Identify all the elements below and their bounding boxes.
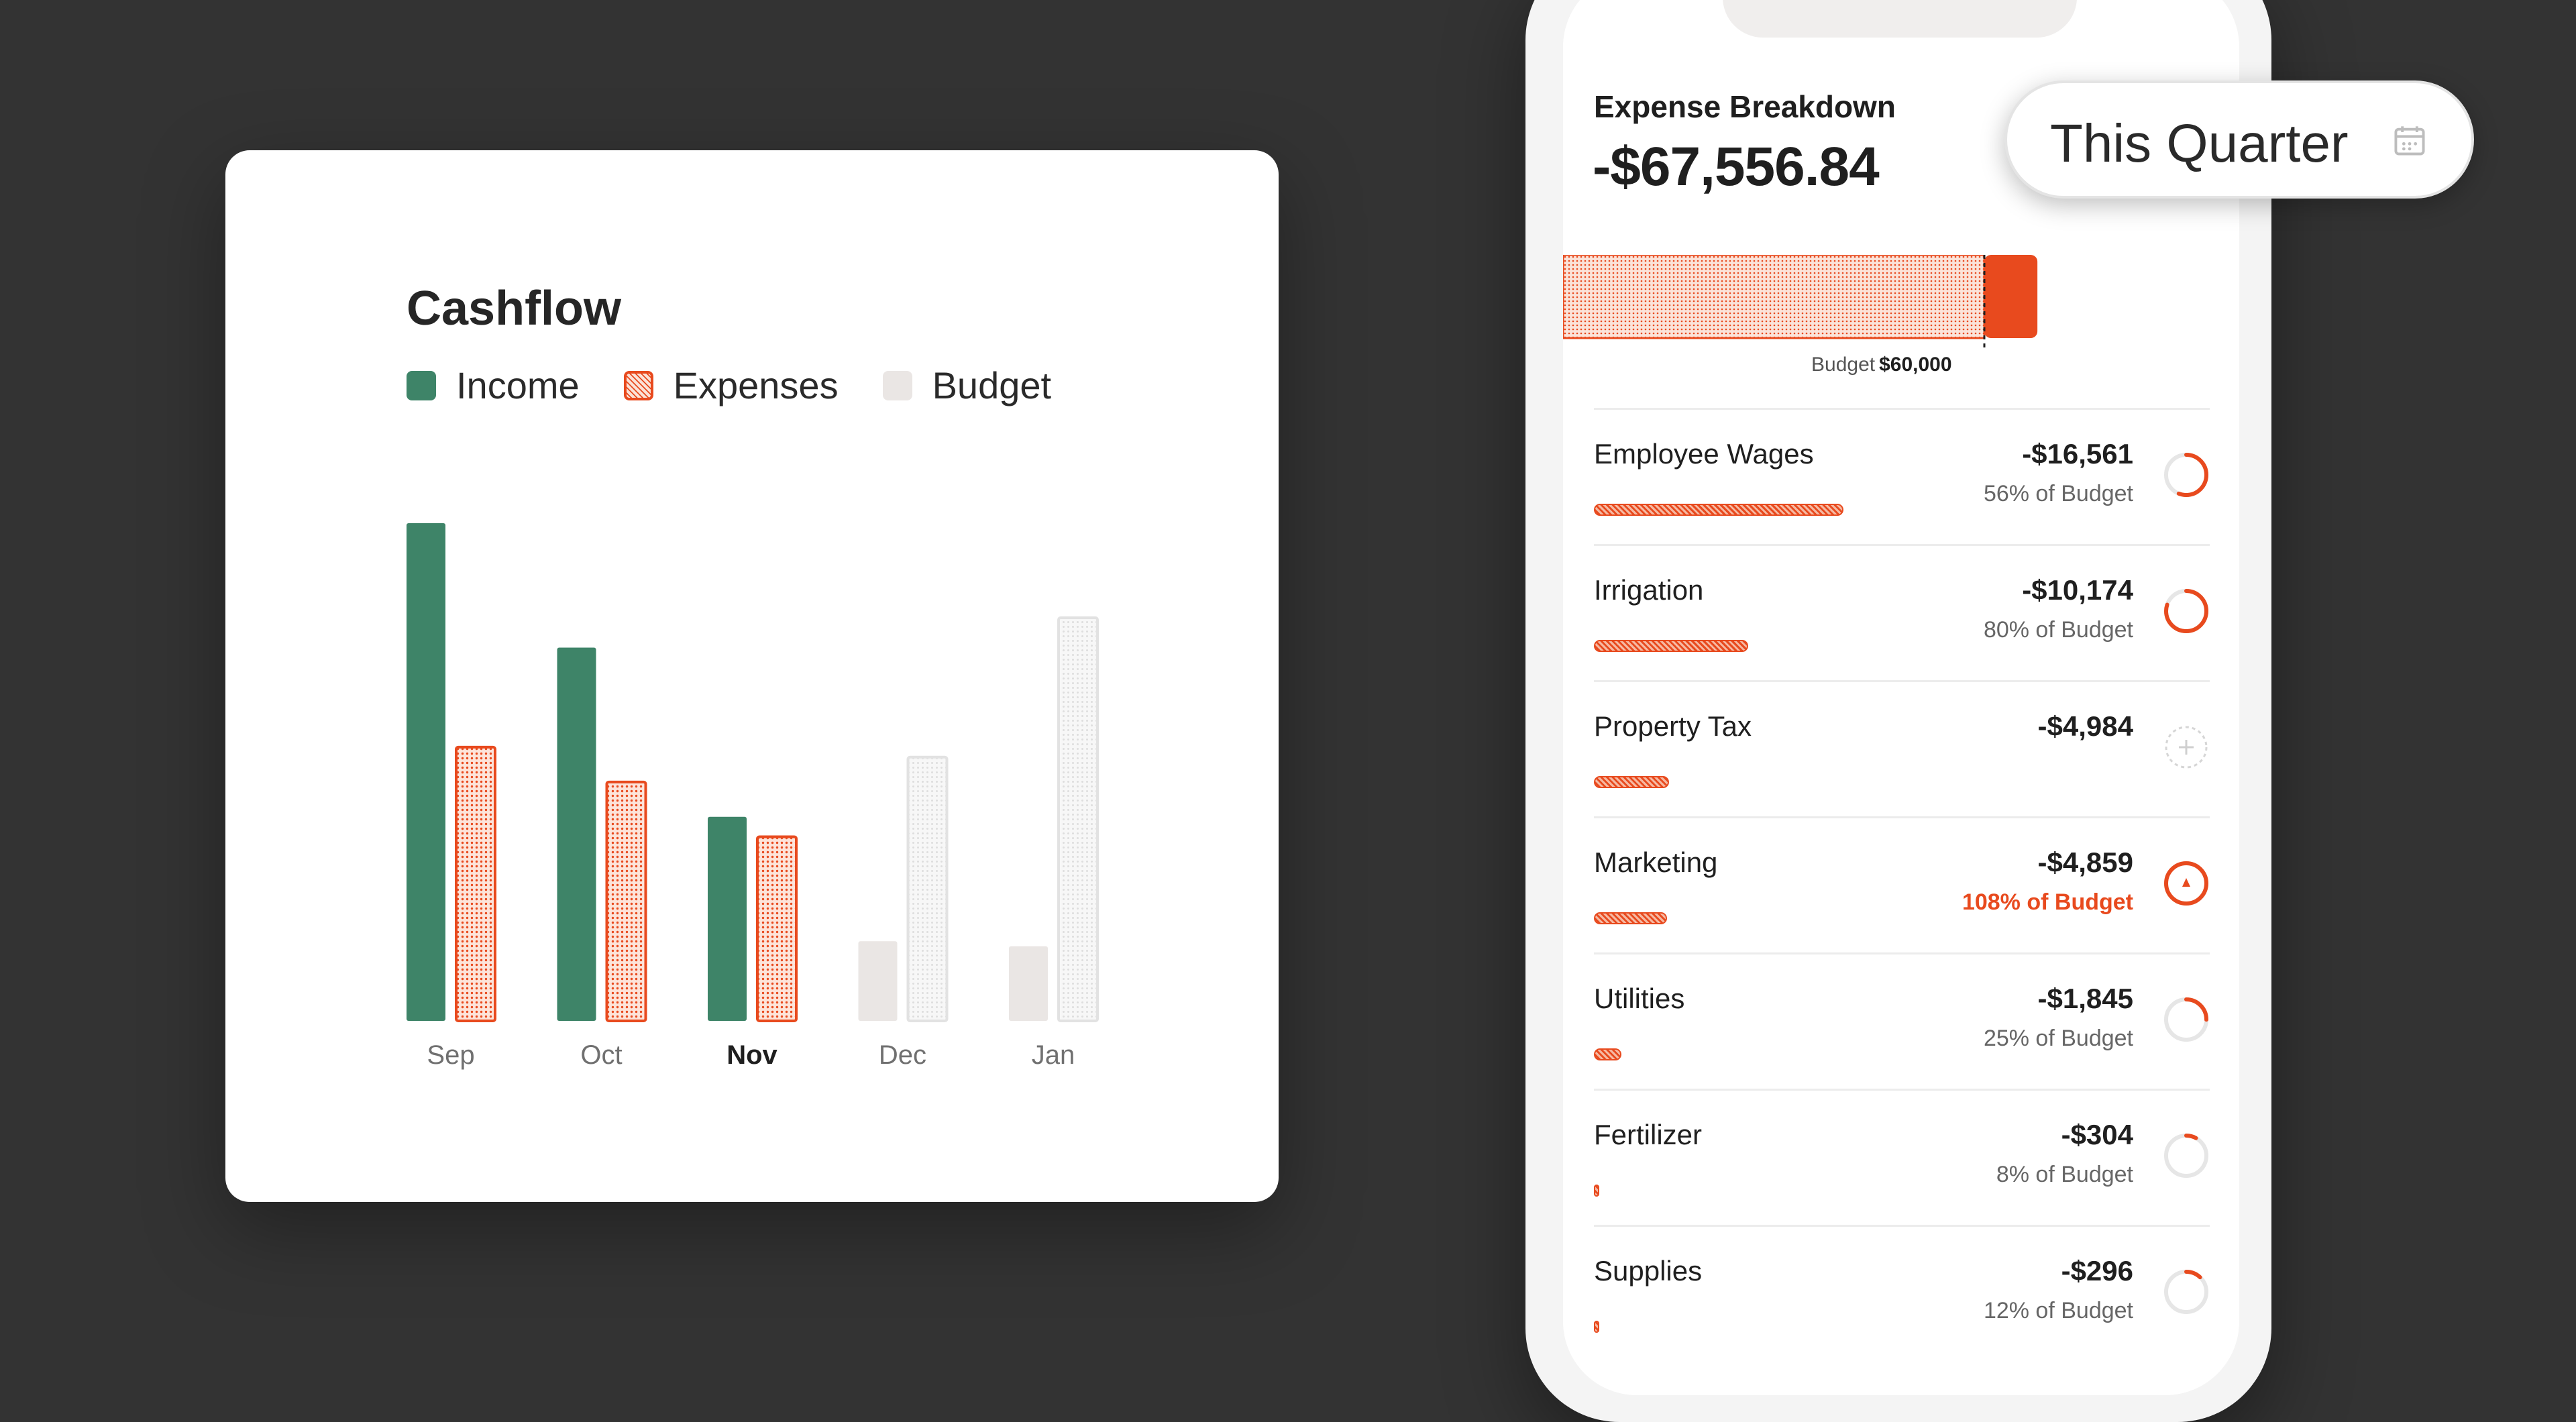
- legend-income[interactable]: Income: [407, 364, 580, 407]
- expense-row[interactable]: Property Tax -$4,984: [1594, 680, 2210, 816]
- expense-bar: [1594, 776, 1670, 788]
- calendar-icon: [2394, 126, 2425, 156]
- cashflow-card: Cashflow Income Expenses Budget Sep Oct N: [225, 150, 1279, 1202]
- budget-caption: Budget $60,000: [1811, 353, 1952, 376]
- expense-amount: -$16,561: [2022, 438, 2133, 470]
- expense-name: Marketing: [1594, 846, 1718, 878]
- legend-budget-label: Budget: [932, 364, 1052, 406]
- expense-name: Supplies: [1594, 1255, 1703, 1287]
- x-tick-dec: Dec: [879, 1040, 926, 1070]
- expense-bar: [1594, 912, 1668, 924]
- bar-income-sep[interactable]: [407, 523, 445, 1021]
- chart-legend: Income Expenses Budget: [407, 364, 1095, 407]
- expense-bar: [1594, 1321, 1599, 1333]
- expense-total: -$67,556.84: [1593, 136, 1880, 197]
- expense-bar: [1594, 1185, 1599, 1197]
- legend-budget-swatch: [882, 370, 912, 400]
- bar-budget-dec[interactable]: [906, 755, 949, 1022]
- expense-list: Employee Wages -$16,561 56% of Budget Irrig…: [1594, 408, 2210, 1361]
- expense-bar: [1594, 504, 1844, 516]
- bar-income-oct[interactable]: [557, 647, 596, 1022]
- add-budget-icon[interactable]: [2163, 724, 2210, 771]
- expense-row[interactable]: Employee Wages -$16,561 56% of Budget: [1594, 408, 2210, 544]
- expense-name: Employee Wages: [1594, 438, 1814, 470]
- budget-progress-ring-icon: [2164, 997, 2208, 1042]
- cashflow-chart: Sep Oct Nov Dec Jan: [407, 523, 1099, 1070]
- expense-row[interactable]: Irrigation -$10,174 80% of Budget: [1594, 544, 2210, 680]
- period-picker-label: This Quarter: [2050, 113, 2349, 173]
- expense-bar: [1594, 1048, 1622, 1060]
- expense-budget-percent: 56% of Budget: [1983, 481, 2133, 506]
- x-tick-oct: Oct: [580, 1040, 622, 1070]
- expense-row[interactable]: Utilities -$1,845 25% of Budget: [1594, 952, 2210, 1089]
- expense-amount: -$4,984: [2037, 710, 2133, 742]
- expense-amount: -$304: [2061, 1119, 2133, 1150]
- bar-expenses-sep[interactable]: [455, 745, 496, 1023]
- phone-notch: [1723, 0, 2077, 38]
- budget-progress-ring-icon: [2164, 589, 2208, 633]
- over-budget-ring-icon: [2164, 861, 2208, 906]
- expense-row[interactable]: Supplies -$296 12% of Budget: [1594, 1225, 2210, 1361]
- expense-amount: -$1,845: [2037, 983, 2133, 1014]
- legend-income-swatch: [407, 370, 436, 400]
- bar-expenses-oct[interactable]: [605, 780, 647, 1023]
- x-tick-sep: Sep: [427, 1040, 474, 1070]
- expense-name: Irrigation: [1594, 574, 1704, 606]
- budget-progress-ring-icon: [2164, 1134, 2208, 1178]
- expense-name: Fertilizer: [1594, 1119, 1703, 1150]
- budget-spent-within: [1563, 255, 1986, 339]
- budget-progress-bar: [1563, 255, 2038, 349]
- expense-breakdown-title: Expense Breakdown: [1594, 89, 1896, 124]
- expense-bar: [1594, 640, 1748, 652]
- budget-progress-ring-icon: [2164, 453, 2208, 497]
- bar-income-dec[interactable]: [858, 941, 898, 1021]
- x-tick-jan: Jan: [1032, 1040, 1075, 1070]
- budget-caption-label: Budget: [1811, 353, 1876, 376]
- legend-expenses[interactable]: Expenses: [623, 364, 839, 407]
- period-picker[interactable]: This Quarter: [2004, 80, 2474, 199]
- legend-expenses-label: Expenses: [673, 364, 839, 406]
- x-tick-nov: Nov: [727, 1040, 777, 1070]
- legend-income-label: Income: [456, 364, 580, 406]
- bar-income-jan[interactable]: [1009, 946, 1048, 1021]
- bar-expenses-nov[interactable]: [756, 835, 798, 1023]
- bar-income-nov[interactable]: [708, 816, 747, 1021]
- expense-amount: -$10,174: [2022, 574, 2133, 606]
- expense-amount: -$296: [2061, 1255, 2133, 1287]
- expense-row[interactable]: Fertilizer -$304 8% of Budget: [1594, 1089, 2210, 1225]
- legend-budget[interactable]: Budget: [882, 364, 1052, 407]
- budget-progress-ring-icon: [2164, 1270, 2208, 1314]
- expense-amount: -$4,859: [2037, 846, 2133, 878]
- expense-name: Property Tax: [1594, 710, 1752, 742]
- expense-breakdown-screen: Expense Breakdown -$67,556.84 Budget $60,…: [1563, 0, 2239, 1395]
- expense-budget-percent: 25% of Budget: [1983, 1026, 2133, 1051]
- expense-budget-percent: 108% of Budget: [1962, 889, 2133, 915]
- expense-budget-percent: 80% of Budget: [1983, 617, 2133, 643]
- bar-budget-jan[interactable]: [1057, 616, 1099, 1022]
- expense-budget-percent: 8% of Budget: [1996, 1162, 2133, 1187]
- cashflow-title: Cashflow: [407, 282, 622, 335]
- budget-overspend: [1984, 255, 2038, 338]
- expense-name: Utilities: [1594, 983, 1685, 1014]
- expense-budget-percent: 12% of Budget: [1983, 1298, 2133, 1323]
- legend-expenses-swatch: [623, 370, 653, 400]
- budget-caption-value: $60,000: [1879, 353, 1952, 376]
- expense-row[interactable]: Marketing -$4,859 108% of Budget: [1594, 816, 2210, 952]
